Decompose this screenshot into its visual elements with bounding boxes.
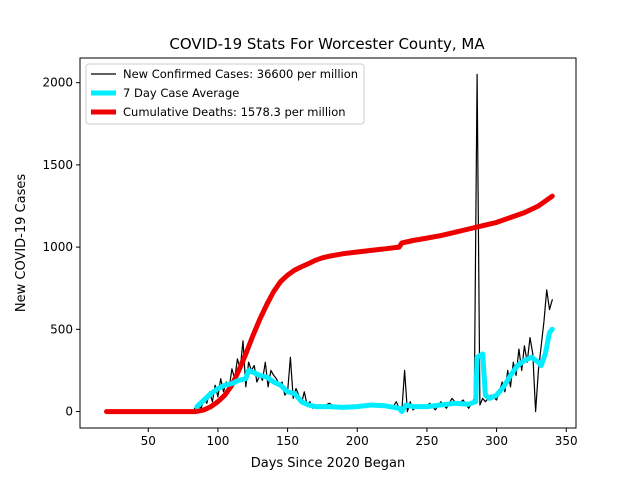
legend-label: 7 Day Case Average	[123, 86, 239, 100]
y-axis-label: New COVID-19 Cases	[14, 174, 29, 312]
y-tick-label: 1500	[42, 158, 73, 172]
y-tick-label: 1000	[42, 240, 73, 254]
series-line-1	[194, 326, 555, 415]
x-tick-label: 250	[415, 434, 438, 448]
y-axis: 0 500 1000 1500 2000	[42, 76, 80, 419]
x-tick-label: 150	[276, 434, 299, 448]
legend-entries: New Confirmed Cases: 36600 per million 7 …	[91, 67, 358, 119]
legend-box	[85, 63, 365, 125]
x-axis: 50 100 150 200 250 300 350	[141, 428, 578, 448]
x-tick-label: 200	[346, 434, 369, 448]
legend-label: New Confirmed Cases: 36600 per million	[123, 67, 358, 81]
series-layer	[104, 73, 555, 415]
y-tick-label: 2000	[42, 76, 73, 90]
x-tick-label: 300	[485, 434, 508, 448]
x-tick-label: 350	[555, 434, 578, 448]
x-tick-label: 100	[206, 434, 229, 448]
chart-title: COVID-19 Stats For Worcester County, MA	[169, 35, 485, 53]
plot-frame	[79, 57, 577, 429]
x-axis-label: Days Since 2020 Began	[251, 456, 406, 471]
legend: New Confirmed Cases: 36600 per million 7 …	[85, 63, 365, 125]
y-tick-label: 0	[65, 405, 73, 419]
legend-label: Cumulative Deaths: 1578.3 per million	[123, 105, 346, 119]
x-tick-label: 50	[141, 434, 156, 448]
y-tick-label: 500	[50, 322, 73, 336]
plot-area	[104, 73, 555, 415]
